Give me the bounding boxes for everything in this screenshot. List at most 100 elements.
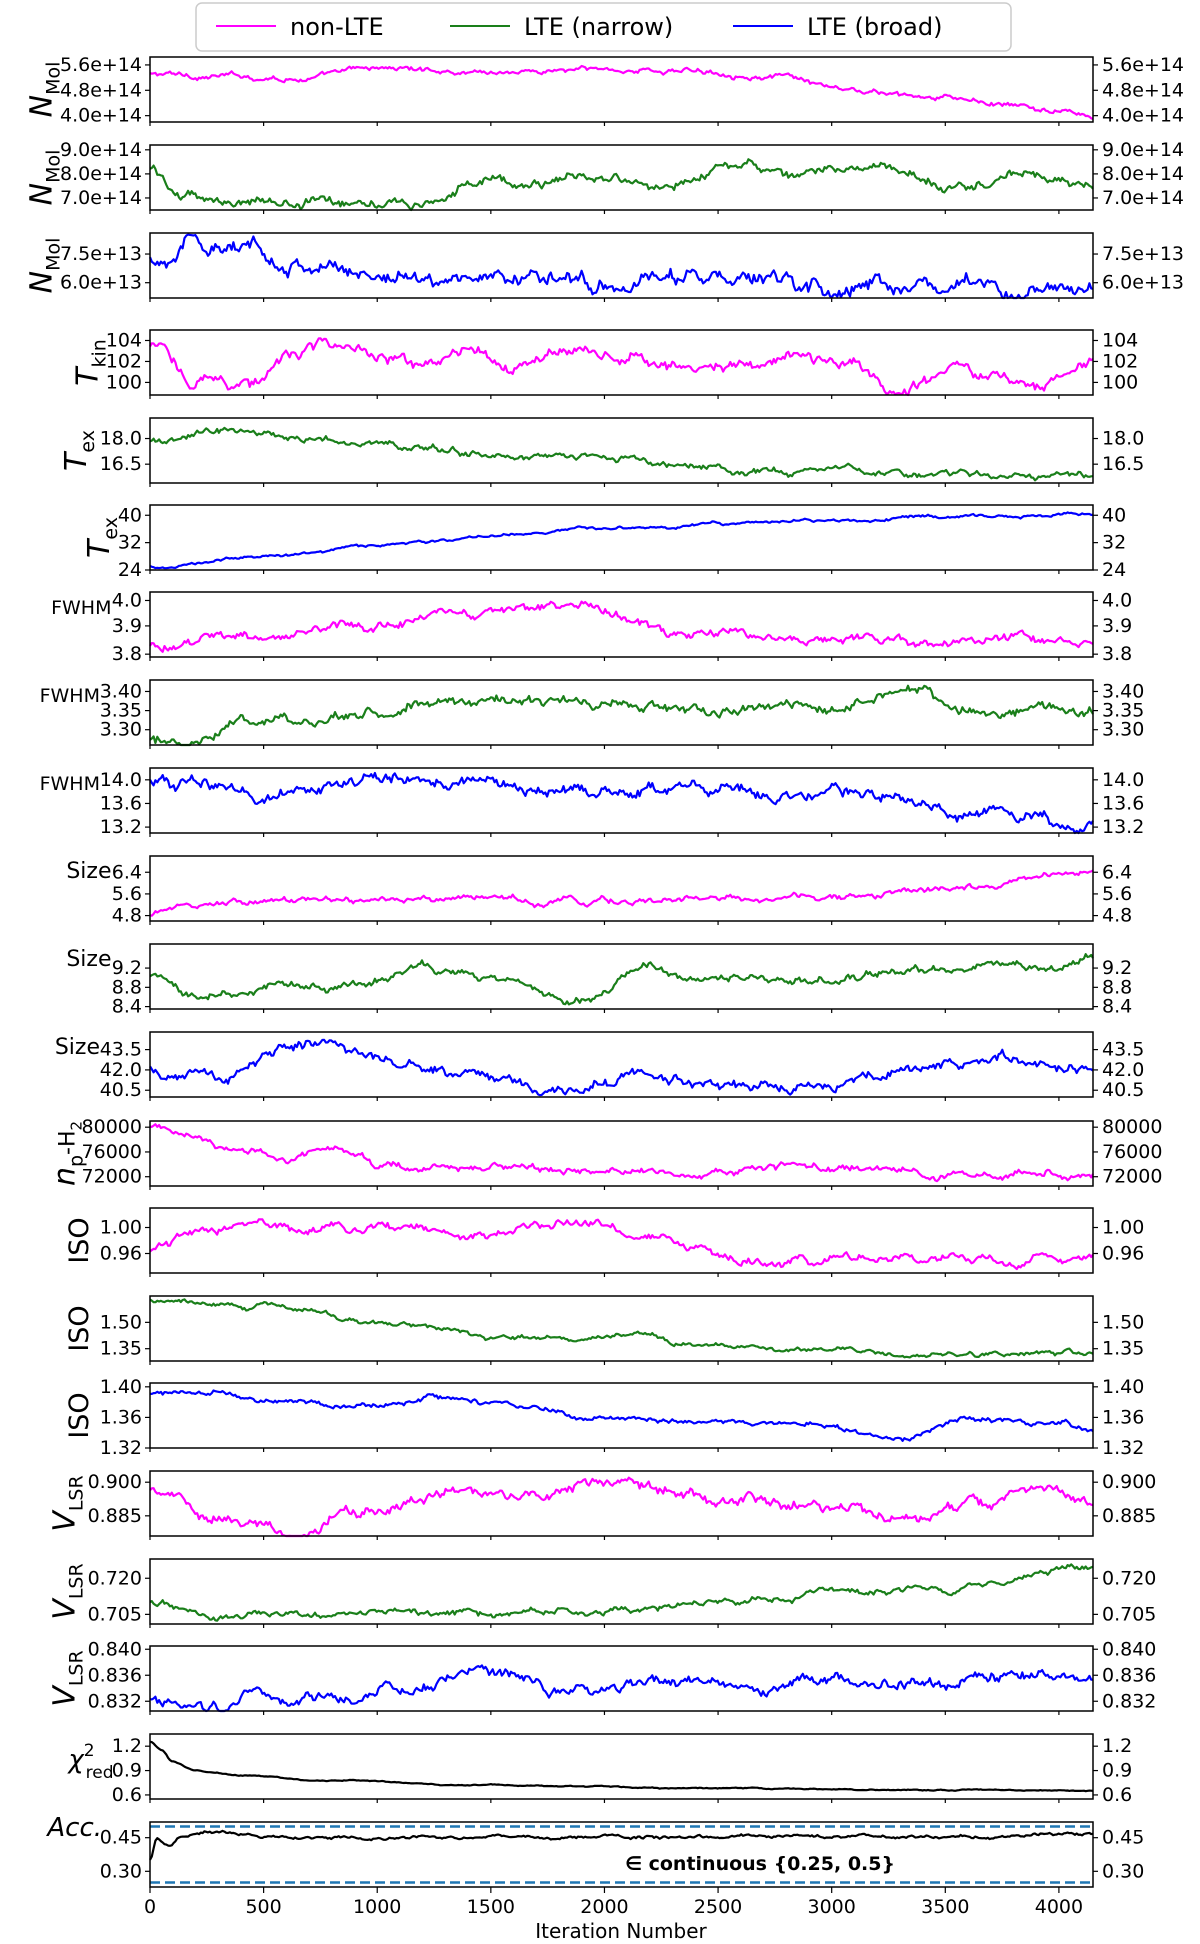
y-tick-label-left: 14.0: [100, 769, 142, 791]
y-axis-label: FWHM: [40, 685, 100, 707]
subplot-frame: [149, 943, 1094, 1010]
series-line-lte-broad-: [149, 511, 1093, 570]
y-tick-label-right: 0.720: [1102, 1567, 1156, 1589]
y-tick-label-right: 1.50: [1102, 1311, 1144, 1333]
y-tick-label-left: 102: [106, 350, 142, 372]
y-tick-label-right: 1.40: [1102, 1376, 1144, 1398]
series-line--red: [149, 1740, 1094, 1793]
y-tick-label-left: 1.00: [100, 1217, 142, 1239]
y-tick-label-right: 1.36: [1102, 1406, 1144, 1428]
series-line-lte-broad-: [149, 771, 1094, 835]
y-tick-label-right: 13.2: [1102, 816, 1144, 838]
subplot-frame: [149, 144, 1094, 211]
y-tick-label-right: 0.705: [1102, 1603, 1156, 1625]
y-tick-label-left: 72000: [82, 1166, 142, 1188]
series-line-lte-narrow-: [149, 1298, 1094, 1359]
series-line-non-lte: [149, 1123, 1094, 1183]
y-tick-label-left: 4.0: [112, 589, 142, 611]
y-axis-label: Acc.: [45, 1813, 102, 1843]
y-tick-label-right: 43.5: [1102, 1039, 1144, 1061]
y-tick-label-left: 4.8e+14: [60, 79, 142, 101]
y-tick-label-left: 8.4: [112, 996, 142, 1018]
y-tick-label-left: 9.2: [112, 957, 142, 979]
series-line-non-lte: [149, 1476, 1094, 1538]
subplot-frame: [149, 1733, 1094, 1800]
y-tick-label-right: 3.30: [1102, 719, 1144, 741]
y-tick-label-left: 1.35: [100, 1338, 142, 1360]
y-tick-label-left: 104: [106, 329, 142, 351]
y-tick-label-right: 8.4: [1102, 996, 1132, 1018]
subplot-frame: [149, 1031, 1094, 1098]
subplot-frame: [149, 591, 1094, 658]
series-line-lte-narrow-: [149, 953, 1094, 1006]
series-line-non-lte: [149, 1218, 1094, 1271]
legend: non-LTE LTE (narrow) LTE (broad): [195, 2, 1012, 52]
x-tick-label: 4000: [1035, 1896, 1083, 1918]
y-tick-label-right: 8.0e+14: [1102, 163, 1184, 185]
y-tick-label-left: 7.5e+13: [60, 243, 142, 265]
subplot-frame: [149, 232, 1094, 299]
y-tick-label-left: 40.5: [100, 1079, 142, 1101]
y-tick-label-right: 102: [1102, 350, 1138, 372]
y-tick-label-left: 1.32: [100, 1437, 142, 1459]
y-tick-label-right: 72000: [1102, 1166, 1162, 1188]
y-tick-label-right: 24: [1102, 559, 1126, 581]
y-tick-label-right: 80000: [1102, 1116, 1162, 1138]
y-axis-label: Size: [66, 947, 111, 972]
y-tick-label-left: 8.0e+14: [60, 163, 142, 185]
y-tick-label-left: 5.6: [112, 883, 142, 905]
y-tick-label-left: 0.96: [100, 1243, 142, 1265]
subplot-frame: [149, 56, 1094, 123]
legend-frame: [195, 2, 1012, 52]
x-tick-label: 500: [245, 1896, 281, 1918]
legend-label-non-lte: non-LTE: [290, 13, 384, 41]
y-tick-label-right: 0.45: [1102, 1827, 1144, 1849]
series-line-lte-broad-: [149, 1038, 1094, 1097]
x-tick-label: 1000: [353, 1896, 401, 1918]
y-tick-label-left: 0.832: [88, 1690, 142, 1712]
subplot-frame: [149, 1382, 1094, 1449]
y-tick-label-right: 0.900: [1102, 1471, 1156, 1493]
y-axis-label: VLSR: [48, 1563, 88, 1619]
y-tick-label-left: 1.50: [100, 1311, 142, 1333]
y-axis-label: Tex: [59, 430, 99, 471]
y-axis-label: Size: [55, 1035, 100, 1060]
y-tick-label-right: 7.5e+13: [1102, 243, 1184, 265]
y-tick-label-right: 0.885: [1102, 1505, 1156, 1527]
y-tick-label-left: 6.0e+13: [60, 272, 142, 294]
y-tick-label-right: 4.0e+14: [1102, 105, 1184, 127]
y-tick-label-right: 100: [1102, 371, 1138, 393]
legend-label-lte-broad: LTE (broad): [807, 13, 942, 41]
y-tick-label-left: 0.836: [88, 1664, 142, 1686]
y-tick-label-left: 3.30: [100, 719, 142, 741]
y-tick-label-right: 6.4: [1102, 861, 1132, 883]
series-line-non-lte: [149, 337, 1094, 397]
y-tick-label-right: 32: [1102, 532, 1126, 554]
y-tick-label-right: 18.0: [1102, 428, 1144, 450]
y-tick-label-left: 9.0e+14: [60, 139, 142, 161]
y-axis-label: FWHM: [40, 773, 100, 795]
y-tick-label-left: 0.900: [88, 1471, 142, 1493]
y-tick-label-right: 0.96: [1102, 1243, 1144, 1265]
x-tick-label: 2000: [580, 1896, 628, 1918]
subplot-frame: [149, 1821, 1094, 1888]
subplot-frame: [149, 504, 1094, 571]
subplot-frame: [149, 329, 1094, 396]
y-tick-label-right: 16.5: [1102, 453, 1144, 475]
y-axis-label: ISO: [64, 1305, 95, 1351]
acceptance-annotation: ∈ continuous {0.25, 0.5}: [625, 1853, 895, 1875]
legend-label-lte-narrow: LTE (narrow): [524, 13, 673, 41]
y-tick-label-right: 40: [1102, 504, 1126, 526]
subplot-frame: [149, 1645, 1094, 1712]
y-tick-label-left: 3.35: [100, 700, 142, 722]
x-tick-label: 3000: [808, 1896, 856, 1918]
x-tick-label: 3500: [921, 1896, 969, 1918]
series-line-lte-narrow-: [149, 1563, 1094, 1622]
subplot-frame: [149, 1120, 1094, 1187]
